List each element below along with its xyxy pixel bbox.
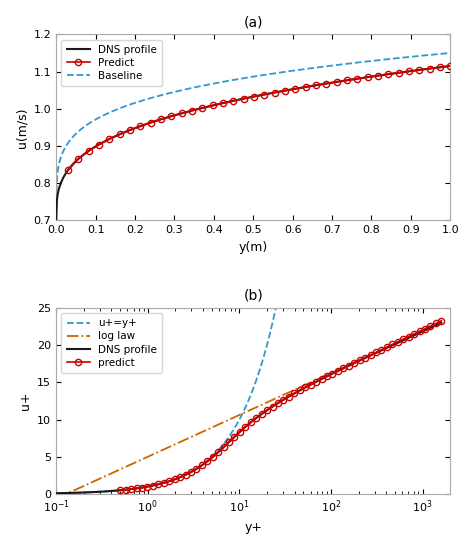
log law: [438, 320, 444, 326]
Baseline: [288, 68, 293, 74]
DNS profile: [438, 320, 444, 326]
Predict: [334, 79, 339, 85]
Line: DNS profile: DNS profile: [56, 323, 441, 493]
u+=y+: [53, 490, 59, 496]
DNS profile: [266, 90, 272, 97]
Predict: [148, 119, 154, 126]
DNS profile: [53, 217, 59, 223]
Line: predict: predict: [117, 318, 445, 494]
DNS profile: [376, 72, 382, 79]
Predict: [75, 156, 81, 163]
u+=y+: [121, 486, 127, 493]
Baseline: [243, 75, 248, 81]
log law: [53, 495, 59, 502]
Predict: [137, 123, 143, 130]
predict: [210, 453, 216, 460]
Predict: [282, 87, 288, 94]
DNS profile: [288, 86, 293, 93]
Predict: [385, 71, 391, 77]
Title: (a): (a): [244, 15, 263, 29]
Predict: [230, 98, 236, 104]
log law: [228, 416, 233, 422]
DNS profile: [343, 363, 349, 370]
Predict: [355, 75, 360, 82]
predict: [226, 439, 232, 445]
Predict: [117, 131, 122, 138]
Predict: [65, 167, 71, 173]
DNS profile: [240, 96, 246, 102]
DNS profile: [152, 481, 158, 488]
Baseline: [376, 57, 382, 63]
Baseline: [447, 49, 453, 56]
Predict: [344, 77, 350, 83]
X-axis label: y+: y+: [244, 521, 262, 534]
Baseline: [438, 51, 444, 57]
Line: Predict: Predict: [65, 63, 453, 173]
DNS profile: [243, 95, 248, 102]
Predict: [86, 148, 91, 154]
Legend: DNS profile, Predict, Baseline: DNS profile, Predict, Baseline: [61, 40, 162, 86]
u+=y+: [228, 432, 233, 438]
log law: [152, 450, 158, 457]
predict: [438, 317, 444, 324]
Baseline: [240, 75, 246, 82]
Baseline: [53, 217, 59, 223]
predict: [172, 476, 177, 483]
Predict: [313, 82, 319, 88]
DNS profile: [310, 380, 316, 386]
Line: log law: log law: [56, 323, 441, 498]
Predict: [323, 80, 329, 87]
Predict: [251, 93, 257, 100]
Predict: [447, 63, 453, 69]
u+=y+: [152, 481, 158, 488]
Predict: [127, 127, 133, 133]
Predict: [406, 68, 412, 75]
Y-axis label: u(m/s): u(m/s): [15, 107, 28, 148]
predict: [199, 462, 205, 469]
Baseline: [266, 71, 272, 77]
DNS profile: [228, 438, 233, 444]
DNS profile: [280, 396, 286, 403]
Legend: u+=y+, log law, DNS profile, predict: u+=y+, log law, DNS profile, predict: [61, 313, 162, 373]
Predict: [179, 110, 184, 116]
DNS profile: [447, 63, 453, 69]
Line: Baseline: Baseline: [56, 53, 450, 220]
Predict: [168, 113, 174, 120]
Predict: [241, 96, 246, 102]
predict: [118, 487, 123, 494]
Predict: [303, 83, 309, 90]
Y-axis label: u+: u+: [18, 391, 32, 410]
Predict: [158, 116, 164, 122]
Predict: [200, 105, 205, 111]
Line: DNS profile: DNS profile: [56, 66, 450, 220]
DNS profile: [53, 490, 59, 496]
DNS profile: [438, 64, 444, 70]
Predict: [427, 65, 432, 72]
predict: [319, 376, 324, 382]
log law: [343, 363, 349, 369]
Predict: [107, 136, 112, 142]
X-axis label: y(m): y(m): [238, 241, 268, 254]
Predict: [220, 100, 226, 107]
Predict: [375, 72, 381, 79]
Predict: [96, 141, 102, 148]
Predict: [416, 66, 422, 73]
Predict: [210, 102, 216, 109]
log law: [121, 464, 127, 470]
Predict: [396, 70, 401, 76]
DNS profile: [121, 486, 127, 493]
Predict: [261, 91, 267, 98]
predict: [221, 444, 227, 451]
log law: [280, 391, 286, 398]
Predict: [272, 89, 277, 96]
u+=y+: [310, 13, 316, 20]
Predict: [437, 64, 443, 71]
Title: (b): (b): [243, 289, 263, 302]
Predict: [292, 86, 298, 92]
u+=y+: [280, 267, 286, 274]
Line: u+=y+: u+=y+: [56, 0, 441, 493]
Predict: [189, 107, 195, 114]
Predict: [365, 74, 370, 81]
log law: [310, 378, 316, 384]
